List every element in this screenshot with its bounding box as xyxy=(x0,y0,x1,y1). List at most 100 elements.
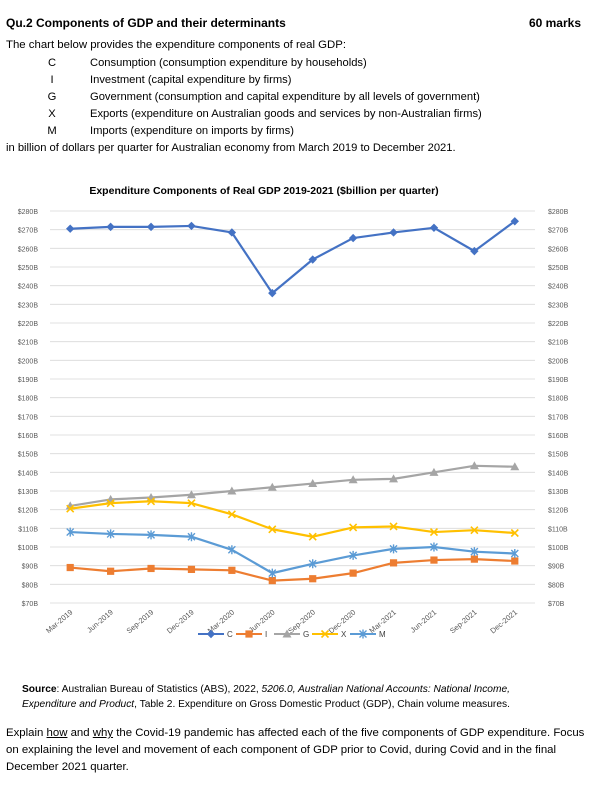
data-point xyxy=(469,461,479,470)
data-point xyxy=(66,527,75,537)
y-tick-label: $260B xyxy=(548,246,569,253)
data-point xyxy=(308,255,317,264)
y-tick-label: $110B xyxy=(18,526,38,533)
question-part-2: and xyxy=(67,727,93,739)
y-tick-label: $210B xyxy=(18,340,39,347)
component-desc: Consumption (consumption expenditure by … xyxy=(90,57,367,69)
y-tick-label: $140B xyxy=(18,470,39,477)
component-letter: M xyxy=(47,125,57,137)
y-tick-label: $250B xyxy=(18,265,39,272)
series-line xyxy=(70,464,515,508)
data-point xyxy=(429,223,439,232)
data-point xyxy=(348,233,358,243)
y-tick-label: $110B xyxy=(548,526,568,533)
y-tick-label: $100B xyxy=(18,545,39,552)
y-tick-label: $260B xyxy=(18,246,39,253)
series-line xyxy=(70,500,515,538)
y-tick-label: $210B xyxy=(548,340,569,347)
y-tick-label: $250B xyxy=(548,265,569,272)
y-tick-label: $220B xyxy=(548,321,569,328)
legend-label: X xyxy=(341,630,347,639)
component-desc: Imports (expenditure on imports by firms… xyxy=(90,125,294,137)
question-why: why xyxy=(92,727,114,739)
data-point xyxy=(389,228,398,237)
question-title: Qu.2 Components of GDP and their determi… xyxy=(6,16,286,30)
component-desc: Investment (capital expenditure by firms… xyxy=(90,74,292,86)
series-line xyxy=(70,530,515,575)
y-tick-label: $230B xyxy=(548,302,569,309)
gdp-line-chart: Expenditure Components of Real GDP 2019-… xyxy=(18,185,569,639)
y-tick-label: $230B xyxy=(18,302,39,309)
data-point xyxy=(429,528,439,537)
data-point xyxy=(187,221,196,231)
basis-text: in billion of dollars per quarter for Au… xyxy=(6,142,456,154)
data-point xyxy=(511,557,519,565)
x-tick-label: Sep-2019 xyxy=(125,608,156,636)
data-point xyxy=(187,499,196,508)
data-point xyxy=(106,499,115,508)
marks-label: 60 marks xyxy=(528,16,581,30)
data-point xyxy=(187,565,196,573)
y-tick-label: $280B xyxy=(548,209,569,216)
y-axis-left: $70B $80B $90B $100B $110B $120B $130B $140B $15… xyxy=(18,209,39,608)
series-c xyxy=(66,217,519,298)
data-point xyxy=(206,629,216,639)
component-letter: I xyxy=(50,74,54,86)
x-tick-label: Dec-2019 xyxy=(165,608,196,636)
data-point xyxy=(359,629,367,639)
data-point xyxy=(267,482,277,491)
series-line xyxy=(70,220,516,295)
y-tick-label: $80B xyxy=(548,582,565,589)
component-desc: Government (consumption and capital expe… xyxy=(90,91,480,103)
data-point xyxy=(389,544,398,554)
data-point xyxy=(429,467,439,476)
series-line xyxy=(70,558,515,582)
data-point xyxy=(389,522,398,531)
y-tick-label: $160B xyxy=(18,433,39,440)
legend-item-x: X xyxy=(312,629,347,639)
series-x xyxy=(66,497,519,541)
data-point xyxy=(147,530,156,540)
y-tick-label: $200B xyxy=(548,358,569,365)
x-axis-labels: Mar-2019 Jun-2019 Sep-2019 Dec-2019 Mar-2020… xyxy=(44,608,519,636)
data-point xyxy=(227,545,236,555)
legend-item-g: G xyxy=(274,629,309,639)
data-point xyxy=(66,224,75,233)
component-desc: Exports (expenditure on Australian goods… xyxy=(90,108,482,120)
y-tick-label: $80B xyxy=(22,582,39,589)
y-tick-label: $180B xyxy=(548,396,569,403)
y-tick-label: $170B xyxy=(18,414,39,421)
y-tick-label: $280B xyxy=(18,209,39,216)
y-tick-label: $130B xyxy=(18,489,39,496)
y-tick-label: $150B xyxy=(548,452,569,459)
chart-gridlines xyxy=(50,210,535,604)
series-i xyxy=(66,555,519,585)
source-text-2: , Table 2. Expenditure on Gross Domestic… xyxy=(134,699,510,710)
legend-item-m: M xyxy=(350,629,386,639)
y-tick-label: $270B xyxy=(18,228,39,235)
component-letter: C xyxy=(47,57,57,69)
y-tick-label: $130B xyxy=(548,489,569,496)
source-publication: 5206.0, Australian National Accounts: Na… xyxy=(22,684,510,710)
data-point xyxy=(227,228,237,237)
data-point xyxy=(66,563,74,572)
data-point xyxy=(510,549,519,559)
data-point xyxy=(510,462,520,471)
y-tick-label: $190B xyxy=(18,377,39,384)
data-point xyxy=(470,547,479,557)
data-point xyxy=(349,550,358,560)
component-letter: G xyxy=(47,91,57,103)
intro-text: The chart below provides the expenditure… xyxy=(6,39,347,51)
y-tick-label: $120B xyxy=(18,508,39,515)
y-tick-label: $150B xyxy=(18,452,39,459)
data-point xyxy=(187,532,196,542)
x-tick-label: Mar-2019 xyxy=(44,608,74,636)
y-tick-label: $90B xyxy=(22,564,39,571)
data-point xyxy=(470,246,479,256)
y-tick-label: $180B xyxy=(18,396,39,403)
legend-item-i: I xyxy=(236,630,267,639)
x-tick-label: Jun-2019 xyxy=(85,608,115,635)
data-point xyxy=(227,510,236,519)
question-part-1: Explain xyxy=(6,727,47,739)
